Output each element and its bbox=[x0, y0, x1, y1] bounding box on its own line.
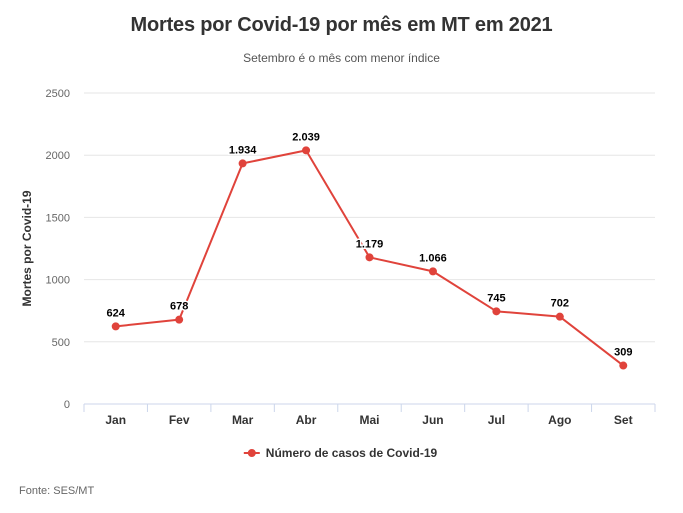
chart-subtitle: Setembro é o mês com menor índice bbox=[243, 51, 440, 65]
y-axis-title: Mortes por Covid-19 bbox=[20, 190, 34, 306]
data-point bbox=[302, 146, 311, 155]
data-label: 1.934 bbox=[229, 144, 257, 156]
x-tick-label: Set bbox=[614, 413, 633, 427]
source-note: Fonte: SES/MT bbox=[19, 485, 95, 497]
legend-marker-icon bbox=[247, 449, 256, 457]
data-label: 1.066 bbox=[419, 252, 447, 264]
x-tick-label: Ago bbox=[548, 413, 571, 427]
x-tick-label: Jul bbox=[488, 413, 505, 427]
x-tick-label: Jan bbox=[105, 413, 126, 427]
data-point bbox=[555, 312, 564, 321]
data-label: 1.179 bbox=[356, 238, 384, 250]
data-point bbox=[175, 315, 184, 324]
x-tick-label: Abr bbox=[296, 413, 317, 427]
data-label: 678 bbox=[170, 301, 188, 313]
data-point bbox=[111, 322, 120, 331]
data-label: 702 bbox=[551, 298, 569, 310]
x-tick-label: Mai bbox=[359, 413, 379, 427]
data-point bbox=[492, 307, 501, 316]
data-label: 2.039 bbox=[292, 131, 320, 143]
y-tick-label: 0 bbox=[64, 399, 70, 411]
y-tick-label: 1500 bbox=[46, 212, 70, 224]
data-point bbox=[238, 159, 247, 168]
x-tick-label: Fev bbox=[169, 413, 190, 427]
y-tick-label: 2000 bbox=[46, 150, 70, 162]
data-point bbox=[428, 267, 437, 276]
x-tick-label: Mar bbox=[232, 413, 254, 427]
y-tick-label: 500 bbox=[52, 337, 70, 349]
x-tick-label: Jun bbox=[422, 413, 443, 427]
data-label: 309 bbox=[614, 347, 632, 359]
data-label: 745 bbox=[487, 292, 505, 304]
y-tick-label: 1000 bbox=[46, 275, 70, 287]
data-point bbox=[365, 253, 374, 262]
data-point bbox=[619, 361, 628, 370]
data-label: 624 bbox=[107, 307, 126, 319]
y-tick-label: 2500 bbox=[46, 88, 70, 100]
chart-title: Mortes por Covid-19 por mês em MT em 202… bbox=[130, 14, 553, 36]
legend-label: Número de casos de Covid-19 bbox=[266, 446, 438, 460]
